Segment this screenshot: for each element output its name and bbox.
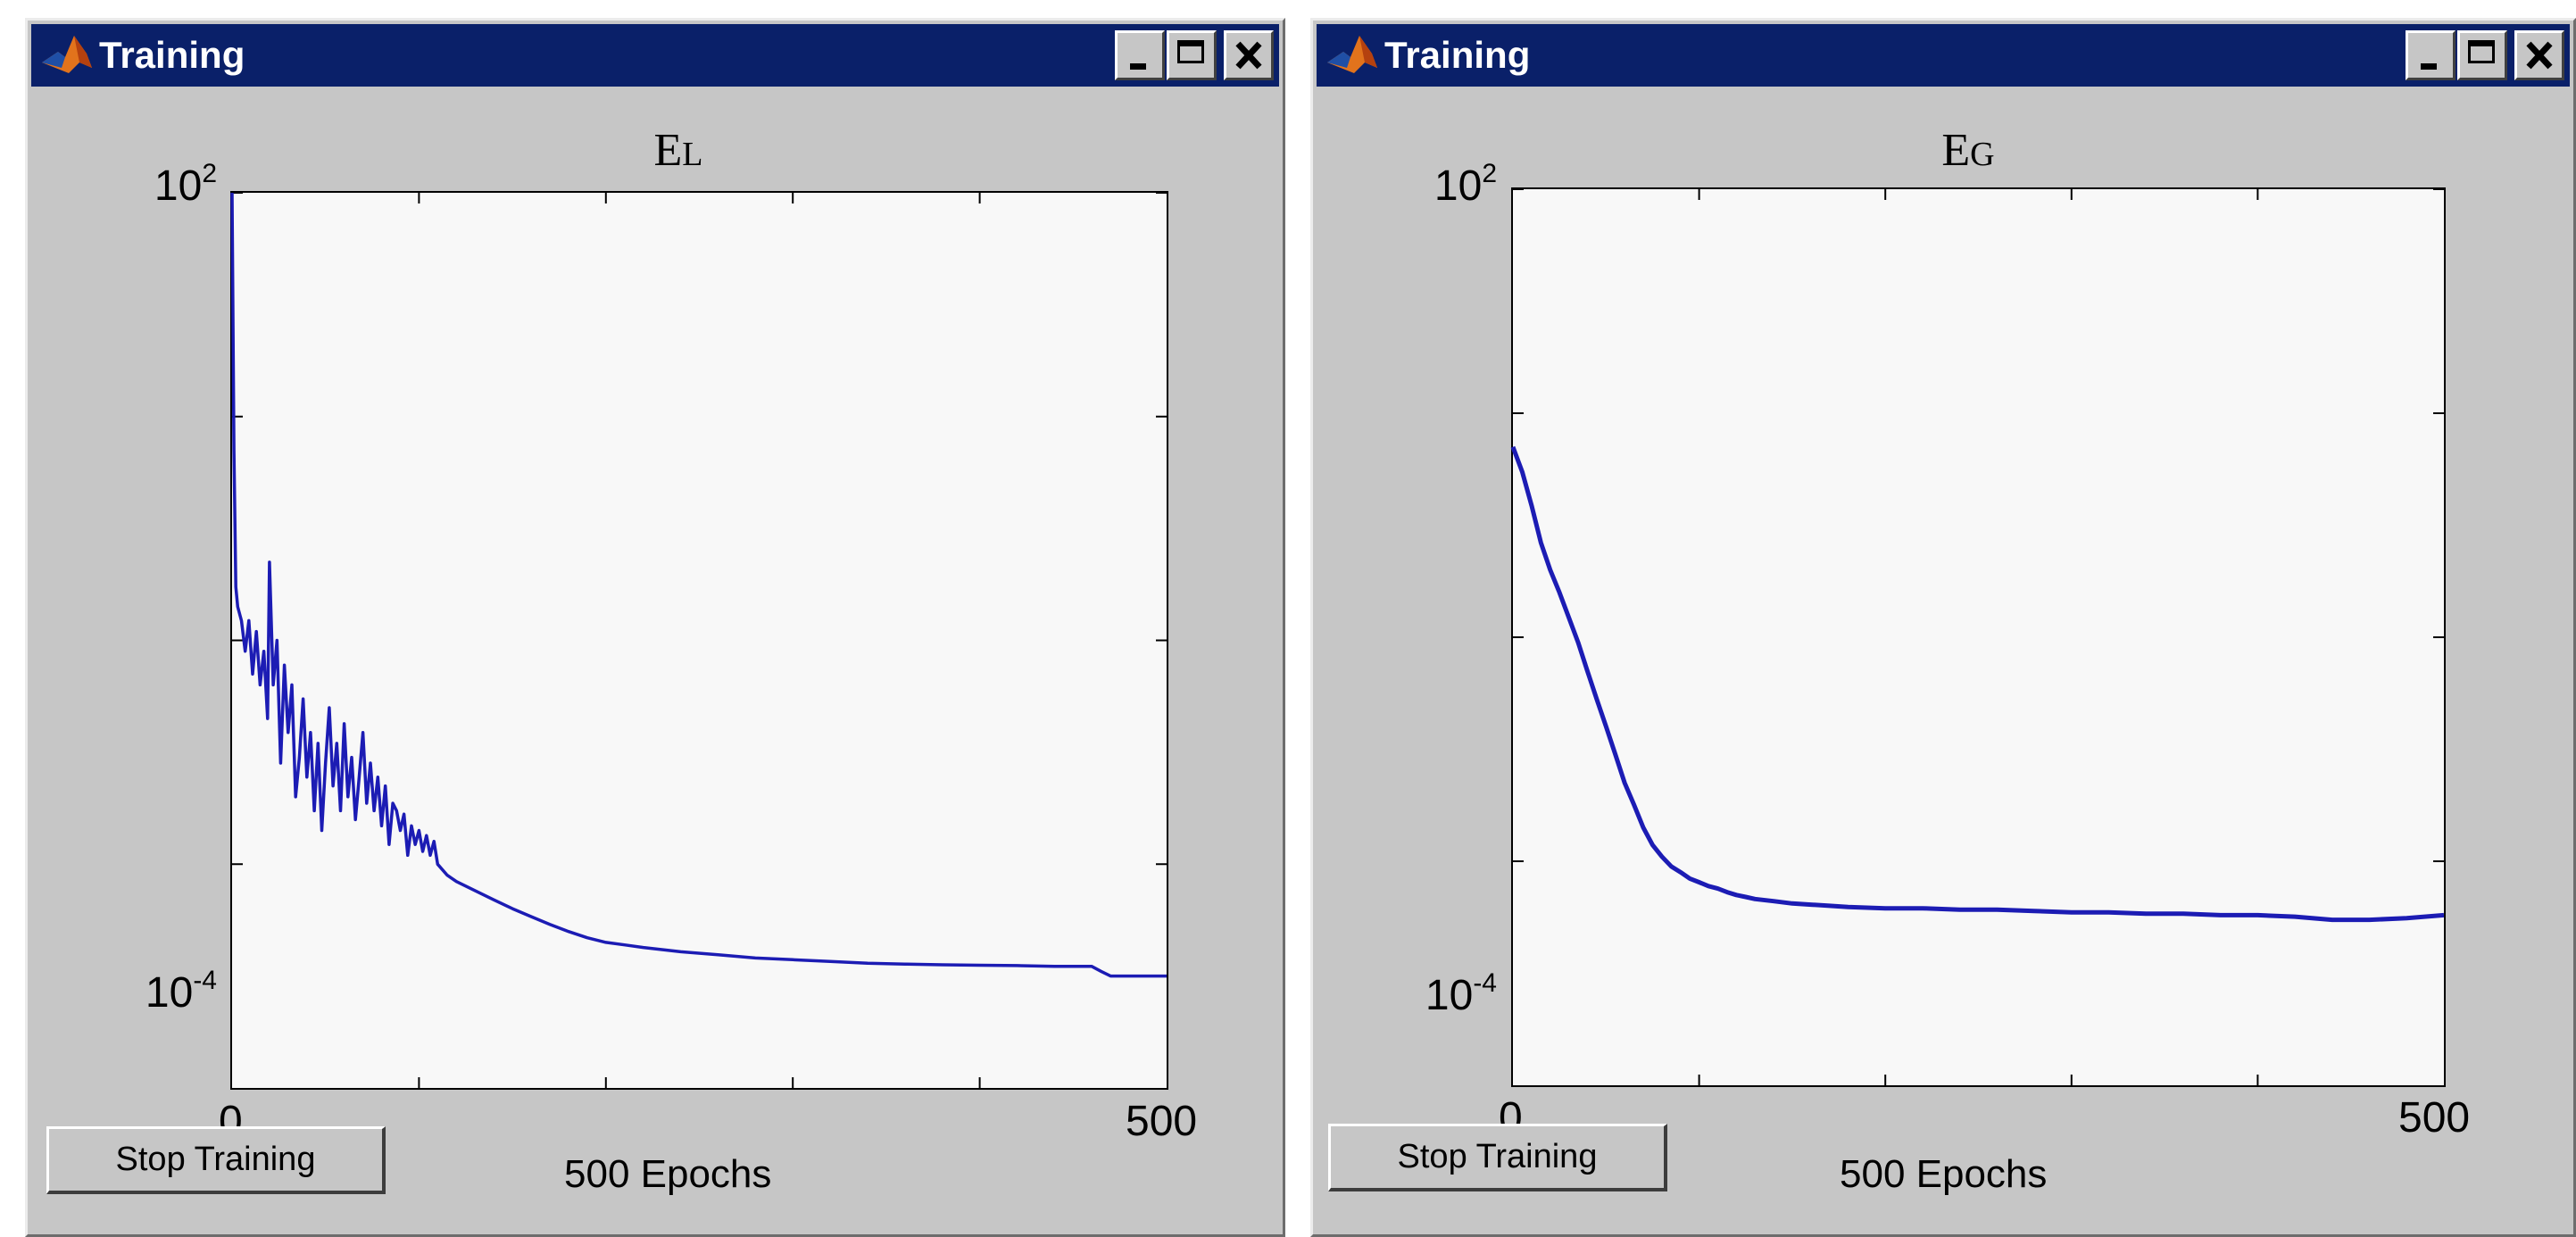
- chart-svg: [1510, 188, 2445, 1085]
- maximize-button[interactable]: [2457, 30, 2507, 80]
- y-tick-label-top: 102: [1433, 159, 1497, 211]
- y-tick-label-bottom: 10-4: [1425, 968, 1497, 1020]
- plot-area: [1510, 187, 2446, 1087]
- minimize-icon: [2421, 63, 2437, 70]
- maximize-button[interactable]: [1167, 30, 1217, 80]
- close-icon: [2526, 41, 2553, 70]
- x-axis-label: 500 Epochs: [564, 1152, 772, 1196]
- training-window-el: Training EL 102 10-4 0 500 500 Epochs St…: [25, 18, 1285, 1237]
- window-title: Training: [1384, 34, 1531, 76]
- training-error-line: [230, 192, 1167, 978]
- minimize-icon: [1130, 63, 1146, 70]
- title-bar[interactable]: Training: [31, 24, 1279, 87]
- x-axis-label: 500 Epochs: [1840, 1152, 2048, 1196]
- stop-training-button[interactable]: Stop Training: [1328, 1124, 1667, 1191]
- close-button[interactable]: [2514, 30, 2564, 80]
- window-title: Training: [99, 34, 245, 76]
- close-button[interactable]: [1224, 30, 1274, 80]
- plot-title: EL: [653, 125, 703, 176]
- matlab-icon: [1327, 36, 1377, 73]
- training-window-eg: Training EG 102 10-4 0 500 500 Epochs St…: [1310, 18, 2576, 1237]
- y-tick-label-bottom: 10-4: [145, 966, 217, 1017]
- minimize-button[interactable]: [2406, 30, 2456, 80]
- chart-svg: [230, 192, 1167, 1088]
- x-tick-label-right: 500: [2398, 1094, 2471, 1142]
- y-tick-label-top: 102: [154, 159, 217, 211]
- title-bar[interactable]: Training: [1317, 24, 2570, 87]
- minimize-button[interactable]: [1115, 30, 1165, 80]
- x-tick-label-right: 500: [1126, 1098, 1198, 1145]
- close-icon: [1235, 41, 1262, 70]
- matlab-icon: [42, 36, 92, 73]
- maximize-icon: [1177, 40, 1204, 63]
- plot-title: EG: [1941, 125, 1995, 176]
- stop-training-button[interactable]: Stop Training: [46, 1126, 386, 1194]
- maximize-icon: [2468, 40, 2495, 63]
- plot-area: [230, 191, 1168, 1090]
- training-error-line: [1510, 445, 2445, 923]
